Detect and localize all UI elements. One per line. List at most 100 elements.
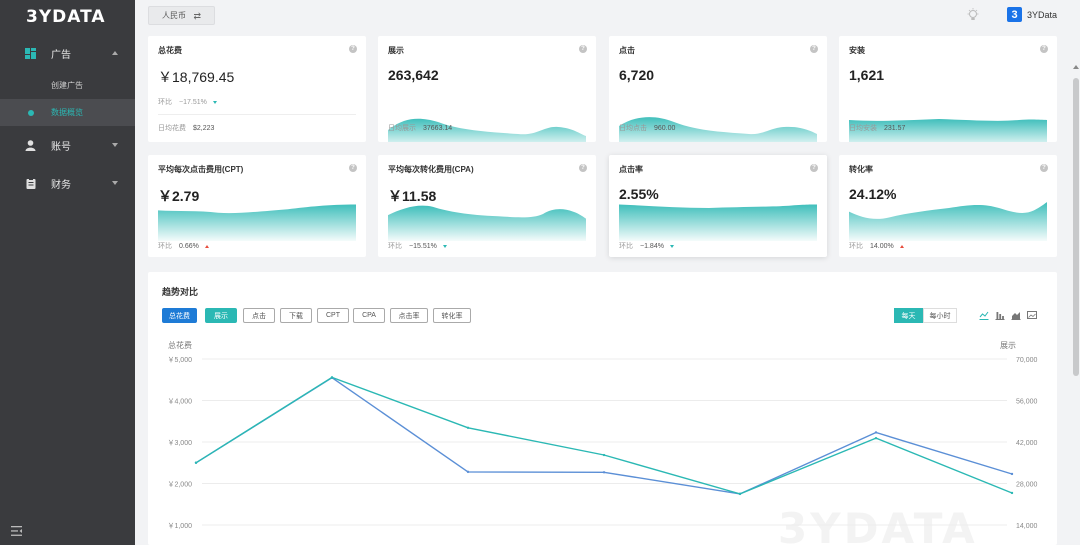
meta-label: 环比 — [158, 243, 172, 250]
info-icon[interactable]: ? — [1040, 164, 1048, 172]
sparkline-installs — [849, 119, 1047, 142]
sidebar-group-label: 广告 — [51, 49, 71, 61]
chevron-up-icon — [112, 51, 118, 55]
sidebar-group-ads[interactable]: 广告 — [0, 34, 135, 72]
area-chart-icon[interactable] — [1011, 310, 1021, 320]
series-line-impressions — [195, 376, 1013, 495]
card-value: 6,720 — [619, 67, 655, 83]
data-point — [194, 461, 198, 464]
currency-label: 人民币 — [162, 11, 186, 20]
period-daily-button[interactable]: 每天 — [894, 308, 923, 323]
card-title: 安装 — [849, 46, 865, 55]
y-tick-label-left: ￥4,000 — [167, 398, 192, 406]
card-title: 点击 — [619, 46, 635, 55]
data-point — [1010, 472, 1014, 476]
scrollbar-thumb[interactable] — [1073, 78, 1079, 376]
card-title: 点击率 — [619, 165, 643, 174]
y-tick-label-left: ￥1,000 — [167, 522, 192, 530]
period-hourly-button[interactable]: 每小时 — [923, 308, 957, 323]
sidebar-item-label: 数据概览 — [51, 108, 83, 117]
card-title: 转化率 — [849, 165, 873, 174]
brand-account[interactable]: 3 3YData — [1007, 7, 1057, 22]
data-point — [874, 431, 878, 434]
metric-button-downloads[interactable]: 下载 — [280, 308, 312, 323]
sparkline-cvr — [849, 202, 1047, 241]
y-tick-label-left: ￥2,000 — [167, 481, 192, 489]
card-impressions: 展示 ? 263,642 日均展示 37663.14 — [378, 36, 596, 142]
card-title: 总花费 — [158, 46, 182, 55]
info-icon[interactable]: ? — [349, 164, 357, 172]
user-icon — [25, 139, 36, 151]
collapse-menu-icon[interactable] — [11, 523, 22, 536]
meta-value: −17.51% — [179, 98, 207, 106]
card-title: 平均每次点击费用(CPT) — [158, 165, 244, 174]
metric-button-cpa[interactable]: CPA — [353, 308, 385, 323]
card-installs: 安装 ? 1,621 日均安装 231.57 — [839, 36, 1057, 142]
sidebar-group-finance[interactable]: 财务 — [0, 164, 135, 202]
sidebar-group-label: 财务 — [51, 179, 71, 191]
info-icon[interactable]: ? — [579, 45, 587, 53]
meta-value: 231.57 — [884, 124, 906, 132]
trend-up-icon — [899, 244, 904, 248]
sidebar-item-create-ad[interactable]: 创建广告 — [0, 72, 135, 99]
scroll-up-icon[interactable] — [1073, 65, 1079, 69]
card-comparison: 环比 −17.51% — [158, 97, 217, 107]
meta-value: 37663.14 — [423, 124, 453, 132]
card-comparison: 环比 −15.51% — [388, 241, 447, 251]
page-scrollbar[interactable] — [1072, 32, 1080, 545]
info-icon[interactable]: ? — [810, 164, 818, 172]
info-icon[interactable]: ? — [579, 164, 587, 172]
meta-value: −1.84% — [640, 242, 664, 250]
sparkline-impressions — [388, 118, 586, 142]
info-icon[interactable]: ? — [810, 45, 818, 53]
y-tick-label-left: ￥5,000 — [167, 356, 192, 364]
card-cpt: 平均每次点击费用(CPT) ? ￥2.79 环比 0.66% — [148, 155, 366, 257]
card-title: 平均每次转化费用(CPA) — [388, 165, 474, 174]
card-daily: 日均点击 960.00 — [619, 123, 675, 133]
metric-button-cpt[interactable]: CPT — [317, 308, 349, 323]
series-line-spend — [195, 376, 1013, 495]
card-daily: 日均花费 $2,223 — [158, 123, 214, 133]
card-value: ￥2.79 — [158, 188, 200, 204]
sidebar-item-label: 创建广告 — [51, 81, 83, 90]
data-point — [602, 471, 606, 474]
divider — [158, 114, 356, 115]
metric-button-clicks[interactable]: 点击 — [243, 308, 275, 323]
info-icon[interactable]: ? — [1040, 45, 1048, 53]
card-cpa: 平均每次转化费用(CPA) ? ￥11.58 环比 −15.51% — [378, 155, 596, 257]
card-clicks: 点击 ? 6,720 日均点击 960.00 — [609, 36, 827, 142]
sidebar-item-data-overview[interactable]: 数据概览 — [0, 99, 135, 126]
meta-value: 14.00% — [870, 242, 894, 250]
card-comparison: 环比 14.00% — [849, 241, 904, 251]
meta-value: $2,223 — [193, 124, 215, 132]
meta-label: 环比 — [619, 243, 633, 250]
currency-switch-button[interactable]: 人民币 ⇄ — [148, 6, 215, 25]
card-total-spend: 总花费 ? ￥18,769.45 环比 −17.51% 日均花费 $2,223 — [148, 36, 366, 142]
data-point — [738, 492, 742, 496]
meta-label: 日均安装 — [849, 125, 877, 132]
card-value: 24.12% — [849, 186, 897, 202]
active-dot-icon — [28, 109, 34, 116]
y-axis-title-right: 展示 — [1000, 341, 1016, 350]
sidebar-group-label: 账号 — [51, 141, 71, 153]
data-point — [466, 470, 470, 474]
line-chart-icon[interactable] — [979, 310, 989, 320]
meta-label: 环比 — [388, 243, 402, 250]
data-point — [1010, 491, 1014, 495]
sidebar-group-account[interactable]: 账号 — [0, 126, 135, 164]
metric-button-ctr[interactable]: 点击率 — [390, 308, 428, 323]
card-value: 2.55% — [619, 186, 659, 202]
bar-chart-icon[interactable] — [995, 310, 1005, 320]
metric-button-impressions[interactable]: 展示 — [205, 308, 237, 323]
image-icon[interactable] — [1027, 310, 1037, 320]
card-value: ￥11.58 — [388, 188, 437, 204]
card-comparison: 环比 −1.84% — [619, 241, 674, 251]
metric-button-cvr[interactable]: 转化率 — [433, 308, 471, 323]
lightbulb-icon[interactable] — [967, 8, 979, 22]
sparkline-cpt — [158, 204, 356, 241]
data-point — [602, 453, 606, 457]
info-icon[interactable]: ? — [349, 45, 357, 53]
trend-up-icon — [204, 244, 209, 248]
swap-icon: ⇄ — [193, 11, 201, 21]
metric-button-spend[interactable]: 总花费 — [162, 308, 197, 323]
